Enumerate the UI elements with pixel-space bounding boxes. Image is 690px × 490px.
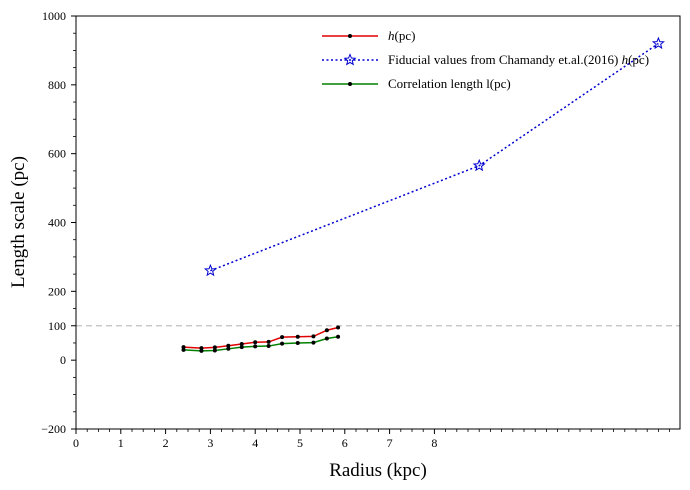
x-axis-label: Radius (kpc) — [329, 460, 427, 481]
legend-label: Correlation length l(pc) — [388, 76, 511, 91]
x-tick-label: 7 — [387, 436, 393, 450]
data-point — [311, 334, 316, 339]
data-point — [324, 336, 329, 341]
data-point — [280, 335, 285, 340]
data-point — [336, 325, 341, 330]
x-tick-label: 6 — [342, 436, 348, 450]
plot-frame — [75, 15, 681, 430]
y-axis-label: Length scale (pc) — [8, 156, 29, 288]
data-point — [280, 341, 285, 346]
data-point — [226, 343, 231, 348]
y-tick-label: 100 — [48, 319, 66, 333]
data-point — [266, 339, 271, 344]
x-tick-label: 1 — [118, 436, 124, 450]
y-axis: −200 0 100 200 400 600 800 1000 — [41, 9, 76, 436]
legend-item: Fiducial values from Chamandy et.al.(201… — [322, 52, 649, 67]
legend-marker — [348, 82, 352, 86]
data-point — [336, 334, 341, 339]
data-point — [239, 341, 244, 346]
series-3 — [181, 334, 341, 353]
data-point — [651, 36, 665, 50]
data-point — [212, 348, 217, 353]
legend-item: h(pc) — [322, 28, 415, 43]
x-tick-label: 0 — [73, 436, 79, 450]
data-point — [203, 263, 217, 277]
data-point — [199, 346, 204, 351]
data-point — [311, 340, 316, 345]
data-point — [226, 346, 231, 351]
legend-item: Correlation length l(pc) — [322, 76, 511, 91]
y-tick-label: 1000 — [42, 9, 66, 23]
series-line — [183, 326, 339, 349]
legend-marker — [348, 34, 352, 38]
x-tick-label: 3 — [207, 436, 213, 450]
x-axis: 0 1 2 3 4 5 6 7 8 — [73, 429, 670, 450]
data-point — [266, 344, 271, 349]
x-tick-label: 5 — [297, 436, 303, 450]
x-tick-label: 4 — [252, 436, 258, 450]
series-2 — [203, 36, 665, 277]
data-point — [295, 334, 300, 339]
series-line — [183, 336, 339, 352]
x-tick-label: 2 — [163, 436, 169, 450]
legend: h(pc) Fiducial values from Chamandy et.al… — [322, 28, 649, 91]
y-tick-label: −200 — [41, 422, 66, 436]
y-tick-label: 400 — [48, 216, 66, 230]
series-1 — [181, 325, 341, 351]
x-tick-label: 8 — [431, 436, 437, 450]
series-line — [210, 42, 659, 272]
legend-label: h(pc) — [388, 28, 415, 43]
legend-marker — [343, 53, 357, 66]
data-point — [324, 328, 329, 333]
y-tick-label: 800 — [48, 78, 66, 92]
data-point — [212, 345, 217, 350]
data-point — [199, 348, 204, 353]
y-tick-label: 600 — [48, 147, 66, 161]
data-point — [472, 158, 486, 172]
data-point — [181, 345, 186, 350]
data-point — [181, 347, 186, 352]
y-tick-label: 200 — [48, 284, 66, 298]
data-point — [253, 340, 258, 345]
data-point — [239, 345, 244, 350]
legend-label: Fiducial values from Chamandy et.al.(201… — [388, 52, 649, 67]
series-layer — [181, 36, 665, 353]
data-point — [253, 344, 258, 349]
y-tick-label: 0 — [60, 353, 66, 367]
data-point — [295, 340, 300, 345]
